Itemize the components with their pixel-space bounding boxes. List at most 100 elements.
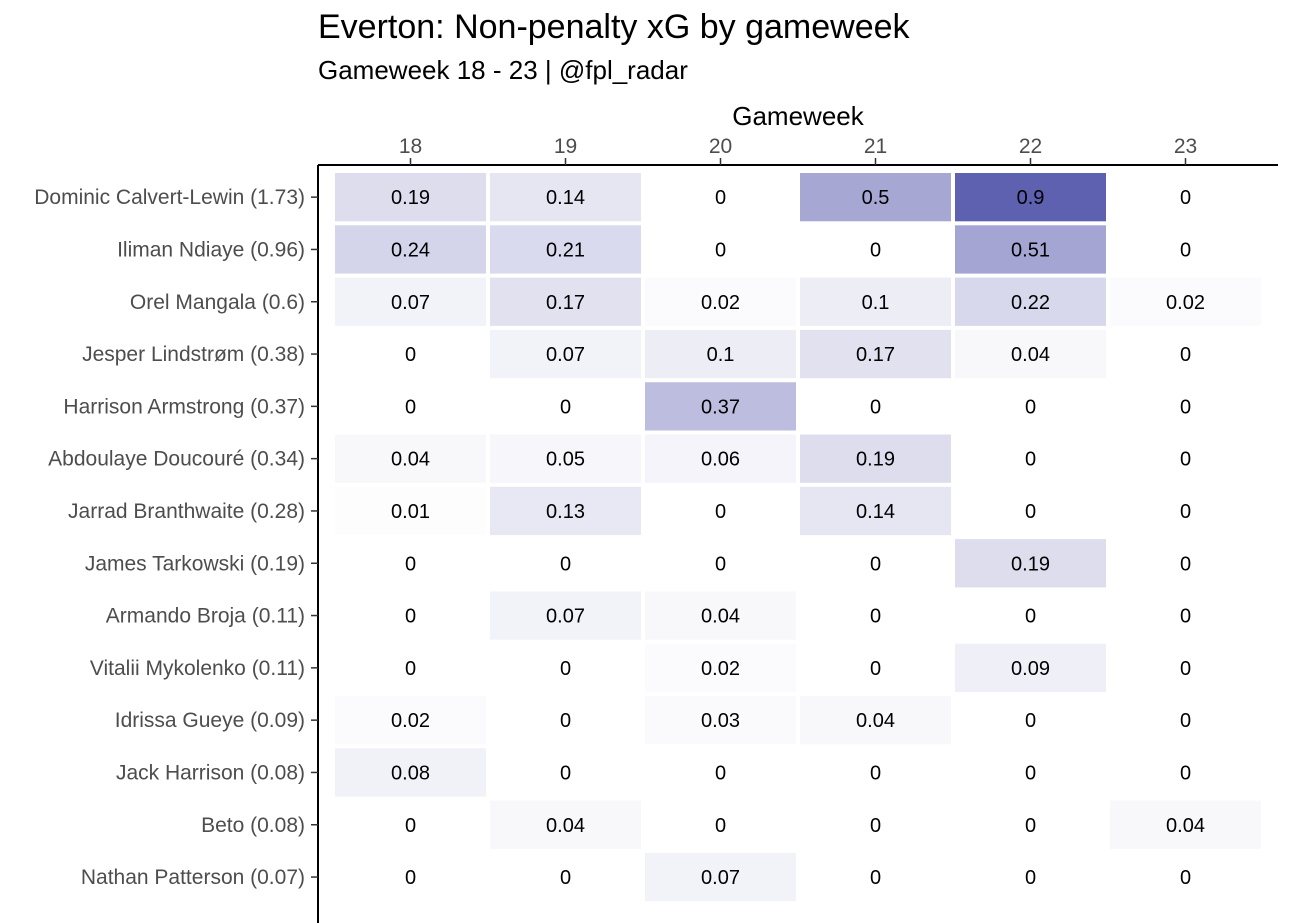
heatmap-cell	[335, 852, 486, 902]
cell-value-label: 0	[1025, 710, 1036, 732]
heatmap-cell	[335, 277, 486, 326]
cell-value-label: 0.14	[856, 501, 895, 523]
cell-value-label: 0.13	[546, 501, 585, 523]
cell-value-label: 0.03	[701, 710, 740, 732]
y-tick-label: Nathan Patterson (0.07)	[81, 866, 305, 889]
cell-value-label: 0	[870, 553, 881, 575]
chart-axes: 18 19 20 21 22 23 Dominic Calvert-Lewin (1.73)…	[34, 135, 1278, 923]
cell-value-label: 0	[405, 606, 416, 628]
heatmap-cell	[1110, 225, 1261, 274]
heatmap-cell	[955, 591, 1106, 640]
cell-value-label: 0.05	[546, 449, 585, 471]
heatmap-cell	[1110, 643, 1261, 692]
heatmap-cell	[645, 382, 796, 431]
heatmap-cell	[955, 434, 1106, 483]
cell-value-label: 0.09	[1011, 658, 1050, 680]
heatmap-cell	[490, 643, 641, 692]
cell-value-label: 0	[560, 553, 571, 575]
cell-value-label: 0	[870, 606, 881, 628]
cell-value-label: 0	[715, 239, 726, 261]
heatmap-cell	[490, 539, 641, 588]
cell-value-label: 0.04	[1011, 344, 1050, 366]
cell-value-label: 0	[1180, 187, 1191, 209]
cell-value-label: 0	[1180, 553, 1191, 575]
cell-value-label: 0	[405, 553, 416, 575]
y-tick-label: Idrissa Gueye (0.09)	[115, 709, 305, 732]
heatmap-cell	[335, 434, 486, 483]
heatmap-cell	[645, 643, 796, 692]
heatmap-cell	[1110, 852, 1261, 902]
heatmap-cell	[645, 852, 796, 902]
y-tick-label: Jack Harrison (0.08)	[116, 761, 305, 784]
cell-value-label: 0.17	[856, 344, 895, 366]
heatmap-cell	[645, 591, 796, 640]
cell-value-label: 0.19	[856, 449, 895, 471]
cell-value-label: 0.01	[391, 501, 430, 523]
heatmap-cell	[955, 173, 1106, 222]
cell-value-label: 0	[715, 501, 726, 523]
cell-value-label: 0	[1025, 396, 1036, 418]
heatmap-cells: 0.19 0.14 0 0.5 0.9 0 0.24 0.21 0 0 0.51 0 0.07 0.17 0…	[335, 173, 1261, 902]
cell-value-label: 0	[560, 658, 571, 680]
x-tick-label: 21	[864, 135, 887, 158]
cell-value-label: 0	[405, 867, 416, 889]
heatmap-cell	[490, 225, 641, 274]
heatmap-cell	[645, 277, 796, 326]
cell-value-label: 0	[1180, 449, 1191, 471]
heatmap-cell	[955, 225, 1106, 274]
heatmap-cell	[490, 173, 641, 222]
y-tick-label: Harrison Armstrong (0.37)	[63, 395, 305, 418]
cell-value-label: 0.24	[391, 239, 430, 261]
heatmap-cell	[1110, 434, 1261, 483]
heatmap-cell	[800, 748, 951, 797]
y-tick-label: Jesper Lindstrøm (0.38)	[82, 343, 305, 366]
heatmap-cell	[800, 539, 951, 588]
heatmap-cell	[955, 382, 1106, 431]
cell-value-label: 0	[1180, 396, 1191, 418]
heatmap-cell	[335, 748, 486, 797]
cell-value-label: 0	[405, 658, 416, 680]
cell-value-label: 0.5	[862, 187, 890, 209]
cell-value-label: 0	[870, 815, 881, 837]
heatmap-cell	[335, 329, 486, 379]
heatmap-cell	[645, 539, 796, 588]
x-tick-label: 23	[1174, 135, 1197, 158]
cell-value-label: 0.1	[707, 344, 735, 366]
y-tick-label: Vitalii Mykolenko (0.11)	[90, 657, 305, 680]
heatmap-cell	[335, 800, 486, 849]
cell-value-label: 0	[405, 344, 416, 366]
cell-value-label: 0	[870, 762, 881, 784]
cell-value-label: 0.21	[546, 239, 585, 261]
chart-title: Everton: Non-penalty xG by gameweek	[318, 8, 911, 46]
heatmap-cell	[800, 329, 951, 379]
heatmap-cell	[1110, 486, 1261, 536]
cell-value-label: 0.14	[546, 187, 585, 209]
cell-value-label: 0.04	[546, 815, 585, 837]
cell-value-label: 0.07	[546, 606, 585, 628]
cell-value-label: 0.02	[701, 292, 740, 314]
heatmap-cell	[490, 277, 641, 326]
cell-value-label: 0.9	[1017, 187, 1045, 209]
cell-value-label: 0.19	[391, 187, 430, 209]
cell-value-label: 0	[1180, 606, 1191, 628]
heatmap-cell	[955, 748, 1106, 797]
cell-value-label: 0	[1025, 815, 1036, 837]
x-tick-label: 18	[399, 135, 422, 158]
heatmap-cell	[335, 696, 486, 745]
cell-value-label: 0	[1180, 762, 1191, 784]
heatmap-cell	[955, 277, 1106, 326]
cell-value-label: 0.37	[701, 396, 740, 418]
cell-value-label: 0.07	[546, 344, 585, 366]
heatmap-cell	[955, 486, 1106, 536]
x-tick-label: 19	[554, 135, 577, 158]
heatmap-cell	[335, 486, 486, 536]
heatmap-cell	[1110, 591, 1261, 640]
y-tick-label: Dominic Calvert-Lewin (1.73)	[34, 186, 305, 209]
heatmap-cell	[955, 800, 1106, 849]
heatmap-cell	[1110, 329, 1261, 379]
cell-value-label: 0	[1025, 867, 1036, 889]
heatmap-cell	[335, 382, 486, 431]
heatmap-cell	[645, 696, 796, 745]
cell-value-label: 0	[560, 710, 571, 732]
